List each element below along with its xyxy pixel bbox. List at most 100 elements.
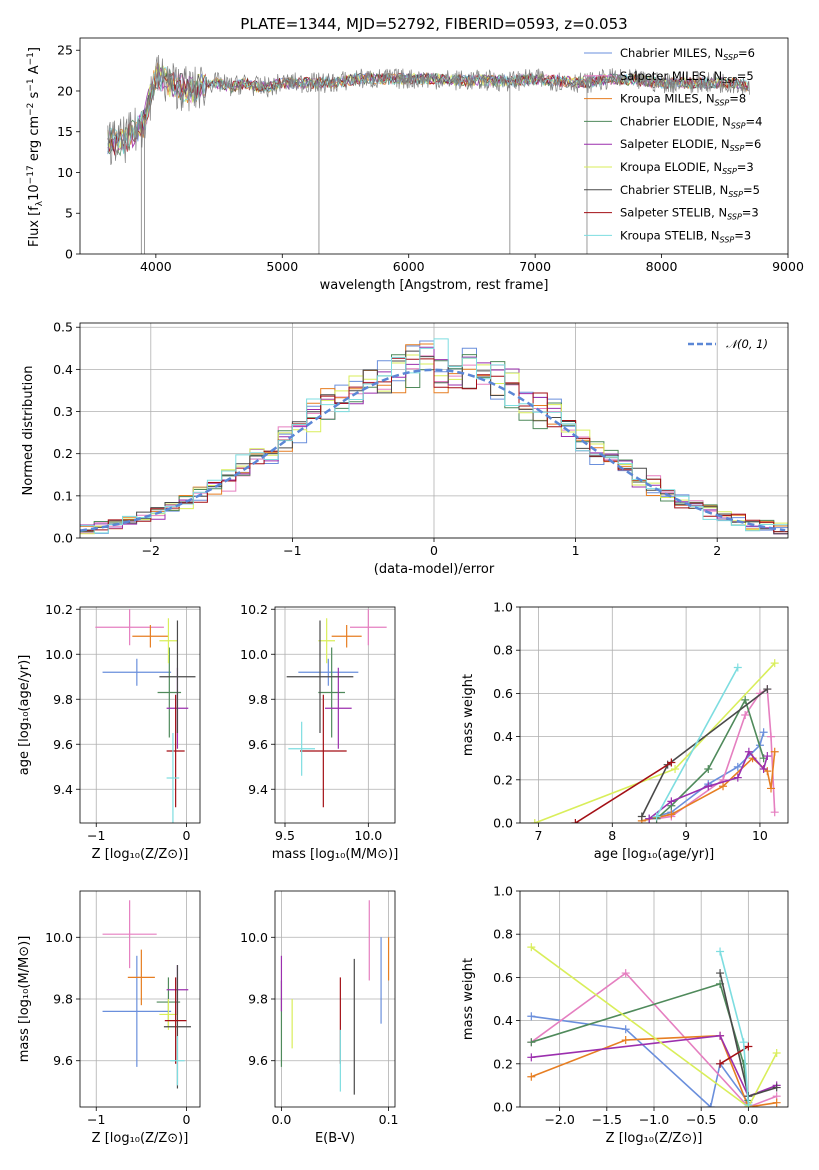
weight-marker — [770, 747, 779, 756]
tick-label-y: 10.2 — [45, 602, 73, 617]
tick-label-y: 9.8 — [53, 692, 73, 707]
tick-label-x: 0.0 — [271, 1112, 291, 1127]
legend-label: Salpeter MILES, NSSP=5 — [620, 69, 754, 85]
mass-vs-ebv-panel: 0.0 0.1 9.6 9.8 10.0 E(B-V) — [240, 890, 399, 1146]
plot-area — [286, 609, 387, 808]
error-bar-point — [318, 618, 335, 664]
tick-label-x: 7000 — [519, 259, 551, 274]
tick-label-y: 9.8 — [248, 692, 268, 707]
tick-label-y: 0.8 — [493, 927, 513, 942]
weight-marker — [744, 1100, 753, 1107]
tick-label-y: 1.0 — [493, 884, 513, 899]
spectrum-observed-line — [107, 54, 750, 166]
y-axis-label: mass weight — [461, 674, 476, 756]
weight-series-line — [534, 662, 776, 823]
tick-label-x: 6000 — [393, 259, 425, 274]
weight-marker — [527, 943, 536, 952]
residuals-legend: 𝒩(0, 1) — [688, 337, 768, 351]
residuals-panel: −2 −1 0 1 2 0.0 0.1 0.2 0.3 0.4 0.5 (data-model)/er… — [21, 320, 789, 577]
tick-label-y: 0.2 — [493, 1056, 513, 1071]
plot-area — [527, 943, 781, 1107]
normal-curve — [80, 368, 786, 532]
weight-marker — [652, 812, 661, 821]
plot-area — [280, 900, 390, 1095]
x-axis-label: E(B-V) — [315, 1131, 355, 1146]
tick-label-y: 0.8 — [493, 643, 513, 658]
tick-label-y: 0.3 — [53, 404, 73, 419]
tick-label-x: −1 — [87, 828, 105, 843]
weight-marker — [759, 765, 768, 773]
tick-label-x: 10.0 — [354, 828, 382, 843]
tick-label-y: 0.0 — [493, 1100, 513, 1115]
weight-marker — [772, 1083, 781, 1092]
weight-marker — [706, 1103, 715, 1107]
tick-label-y: 9.6 — [248, 1053, 268, 1068]
tick-label-y: 0.5 — [53, 320, 73, 335]
tick-label-x: 0 — [182, 1112, 190, 1127]
tick-label-y: 9.8 — [53, 992, 73, 1007]
weight-marker — [733, 663, 742, 672]
x-axis-label: (data-model)/error — [374, 562, 495, 577]
tick-label-y: 9.8 — [248, 992, 268, 1007]
tick-label-x: −2.0 — [544, 1112, 574, 1127]
tick-label-y: 10 — [57, 165, 73, 180]
weight-series-line — [655, 667, 739, 817]
spectrum-legend: Chabrier MILES, NSSP=6 Salpeter MILES, NS… — [584, 46, 762, 244]
tick-label-x: 2 — [713, 543, 721, 558]
weight-marker — [741, 711, 750, 719]
y-axis-label: mass weight — [461, 958, 476, 1040]
weight-marker — [744, 747, 753, 756]
tick-label-y: 20 — [57, 83, 73, 98]
tick-label-y: 15 — [57, 124, 73, 139]
spectrum-model-line — [107, 71, 749, 156]
weight-marker — [772, 1098, 781, 1107]
error-bar-point — [159, 620, 196, 733]
legend-label: Kroupa STELIB, NSSP=3 — [620, 228, 751, 244]
tick-label-x: 0 — [182, 828, 190, 843]
weight-series-line — [530, 946, 778, 1107]
tick-label-y: 0.6 — [493, 970, 513, 985]
age-vs-mass-panel: 9.5 10.0 9.4 9.6 9.8 10.0 10.2 mass [log₁₀(M/M⊙… — [240, 602, 398, 862]
tick-label-x: 5000 — [266, 259, 298, 274]
residual-histogram — [80, 338, 788, 534]
tick-label-y: 9.6 — [53, 1053, 73, 1068]
error-bar-point — [127, 949, 155, 1006]
weight-marker — [667, 758, 676, 767]
weight-marker — [571, 819, 580, 823]
tick-label-y: 10.0 — [45, 930, 73, 945]
axes-frame — [79, 322, 789, 539]
tick-label-x: −2 — [142, 543, 160, 558]
weight-marker — [527, 1038, 536, 1047]
legend-label: Salpeter STELIB, NSSP=3 — [620, 206, 759, 222]
tick-label-x: 0.1 — [379, 1112, 399, 1127]
x-axis-label: Z [log₁₀(Z/Z⊙)] — [92, 847, 189, 862]
weight-marker — [744, 1042, 753, 1051]
x-axis-label: wavelength [Angstrom, rest frame] — [320, 278, 549, 293]
axes-frame — [274, 606, 396, 824]
tick-label-y: 10.0 — [240, 930, 268, 945]
tick-label-y: 0.0 — [493, 816, 513, 831]
weight-series-line — [531, 1015, 750, 1107]
error-bar-point — [166, 733, 180, 823]
weight-vs-z-panel: −2.0 −1.5 −1.0 −0.5 0.0 0.0 0.2 0.4 0.6 0.8 1.0 Z [… — [461, 884, 789, 1146]
error-bar-point — [318, 647, 345, 738]
weight-marker — [530, 819, 539, 823]
age-vs-z-panel: −1 0 9.4 9.6 9.8 10.0 10.2 Z [log₁₀(Z/Z⊙)] age [… — [17, 602, 201, 862]
tick-label-x: 0 — [430, 543, 438, 558]
plot-area — [102, 900, 191, 1089]
axes-frame — [274, 890, 396, 1108]
weight-marker — [716, 947, 725, 956]
weight-marker — [527, 1072, 536, 1081]
weight-marker — [621, 1036, 630, 1045]
residual-histogram — [80, 357, 788, 533]
weight-marker — [527, 1053, 536, 1062]
error-bar-point — [132, 625, 169, 648]
plot-area — [80, 338, 788, 535]
tick-label-x: 10 — [752, 828, 768, 843]
weight-marker — [770, 659, 779, 668]
x-axis-label: age [log₁₀(age/yr)] — [594, 847, 715, 862]
legend-label: Chabrier MILES, NSSP=6 — [620, 46, 755, 62]
axes-frame — [79, 37, 789, 255]
x-axis-label: Z [log₁₀(Z/Z⊙)] — [606, 1131, 703, 1146]
